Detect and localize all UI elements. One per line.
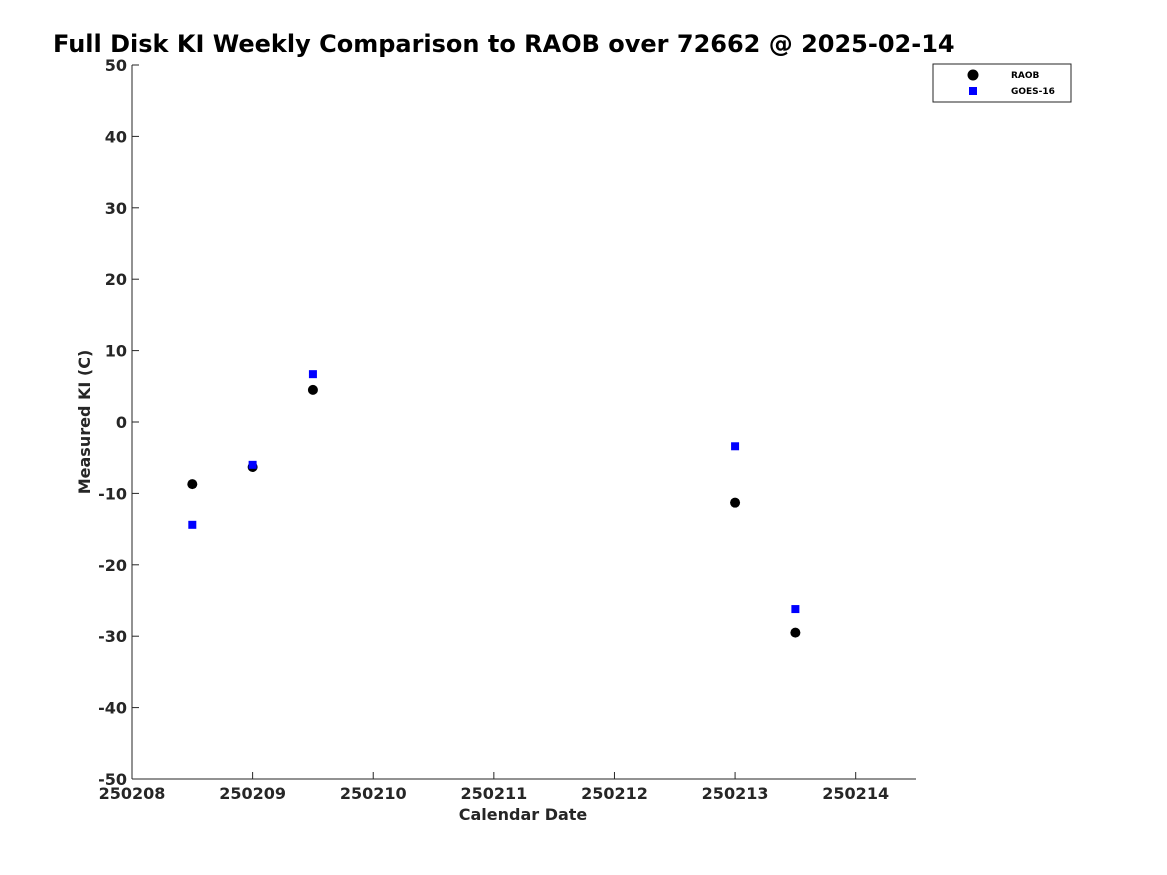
goes-16-point [188,520,197,529]
y-tick-label: 30 [105,199,127,218]
y-tick-label: -40 [98,699,127,718]
goes-16-point [731,442,740,451]
legend: RAOB GOES-16 [932,63,1072,103]
goes-16-point [791,605,800,614]
y-tick-label: -30 [98,627,127,646]
y-tick-label: -10 [98,484,127,503]
legend-goes-16-marker [969,87,977,95]
y-tick-label: 40 [105,127,127,146]
x-tick-label: 250208 [99,784,166,803]
x-tick-label: 250214 [822,784,889,803]
axes [131,65,916,780]
x-axis-label: Calendar Date [459,805,588,824]
y-ticks: 50 40 30 20 10 0 -10 -20 -30 -40 -50 [98,56,139,789]
chart-title: Full Disk KI Weekly Comparison to RAOB o… [53,30,955,58]
raob-point [790,627,801,638]
legend-raob-marker [967,69,979,81]
x-ticks: 250208 250209 250210 250211 250212 250213 2502… [99,772,889,803]
goes-16-point [308,370,317,379]
raob-point [187,479,198,490]
raob-point [307,384,318,395]
x-tick-label: 250213 [702,784,769,803]
y-tick-label: -20 [98,556,127,575]
y-axis-label: Measured KI (C) [75,350,94,495]
y-tick-label: 10 [105,342,127,361]
goes-16-point [248,460,257,469]
legend-box [932,63,1072,103]
x-tick-label: 250209 [219,784,286,803]
y-tick-label: -50 [98,770,127,789]
x-tick-label: 250210 [340,784,407,803]
x-tick-label: 250211 [460,784,527,803]
legend-raob-label: RAOB [1011,71,1040,81]
data-marks [187,370,801,638]
legend-goes-16-label: GOES-16 [1011,87,1055,97]
y-tick-label: 0 [116,413,127,432]
y-tick-label: 50 [105,56,127,75]
y-tick-label: 20 [105,270,127,289]
x-tick-label: 250212 [581,784,648,803]
raob-point [730,497,741,508]
